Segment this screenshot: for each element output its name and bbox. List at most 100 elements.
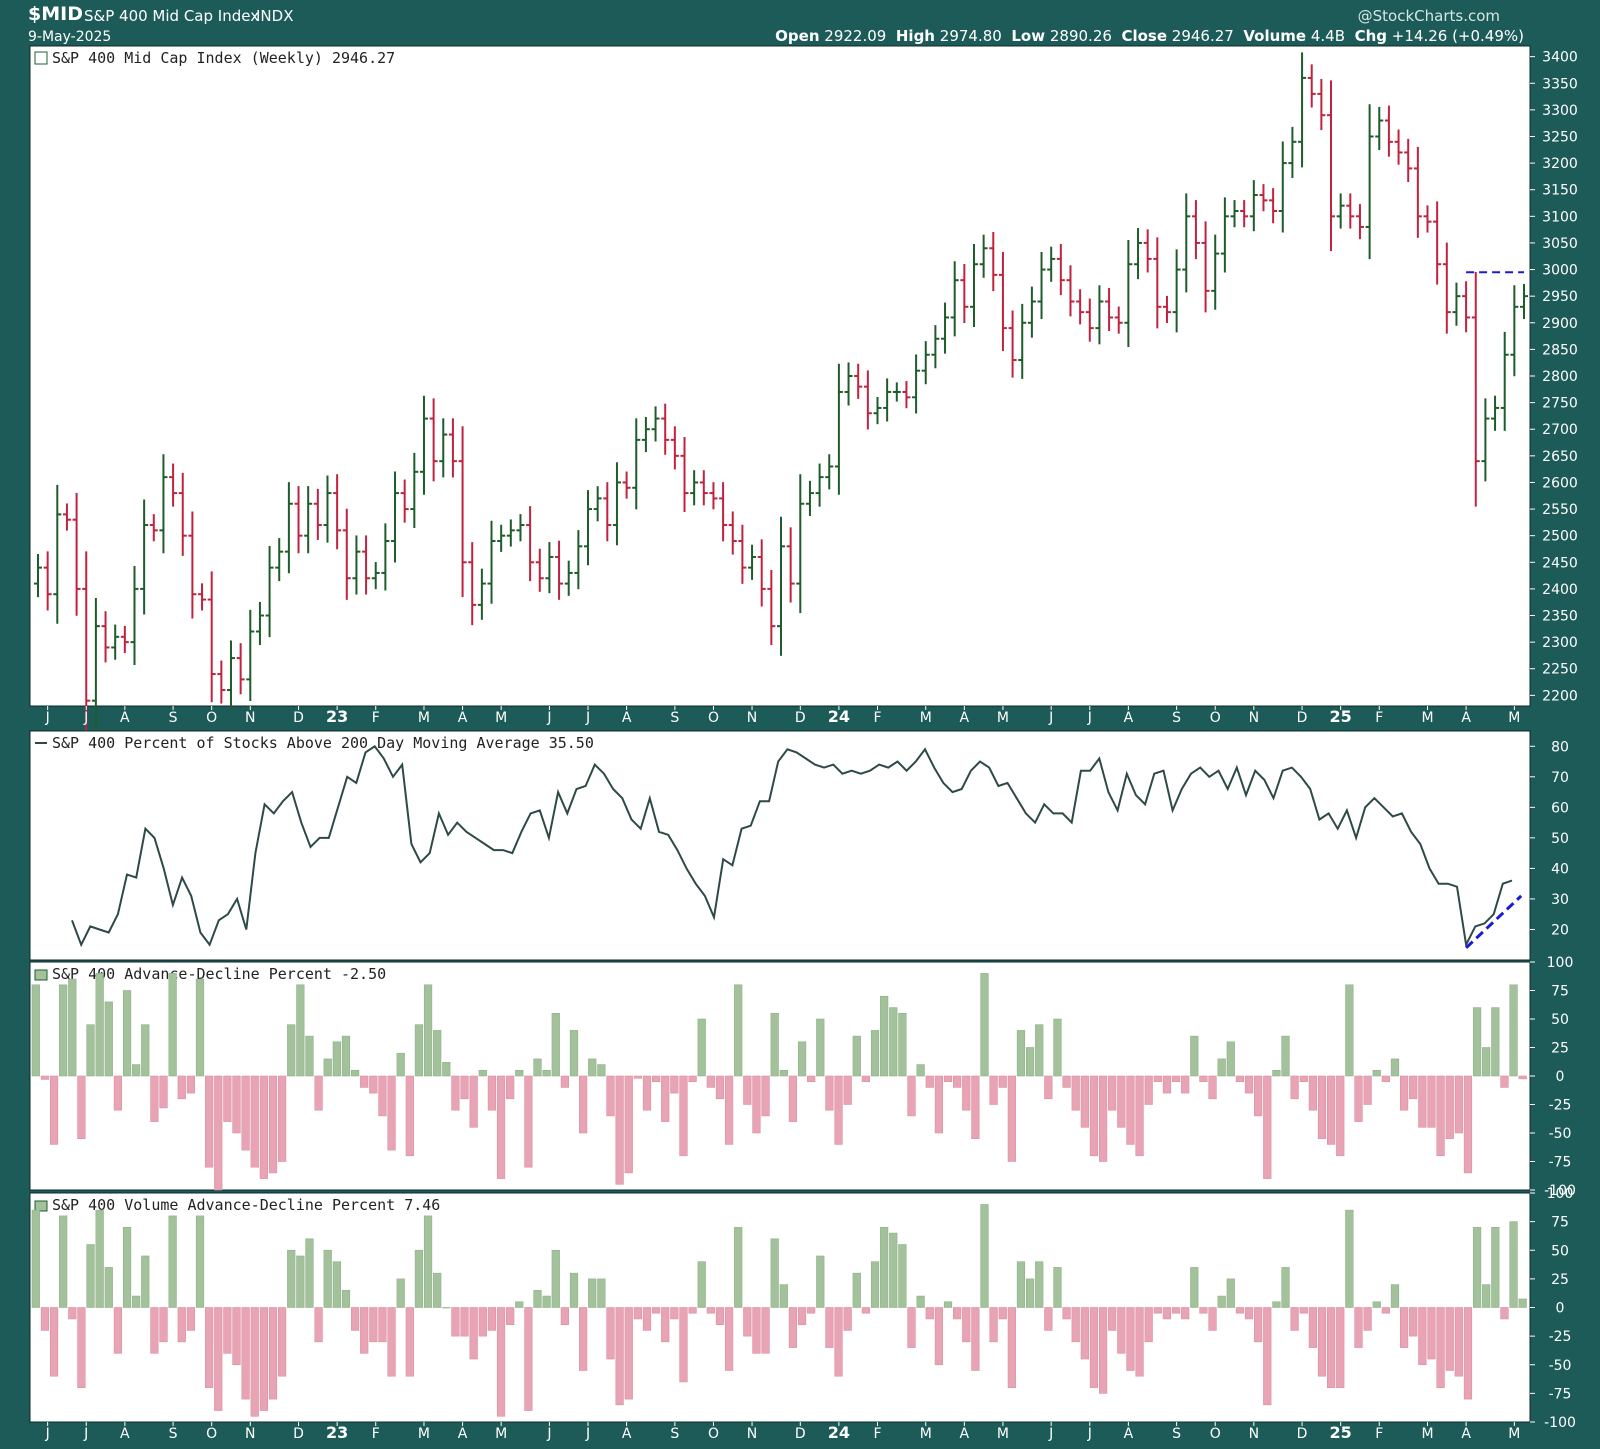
y-tick-label: 2400 [1542, 582, 1578, 598]
y-tick-label: 30 [1551, 892, 1569, 908]
price-bar [352, 535, 361, 595]
price-bar [255, 601, 264, 646]
x-tick-label: J [1048, 1426, 1053, 1442]
ad-bar [1244, 1075, 1254, 1094]
ohlc-readout: Open 2922.09 High 2974.80 Low 2890.26 Cl… [775, 27, 1524, 45]
price-bar [1095, 285, 1104, 345]
ad-bar [104, 1001, 113, 1077]
ad-bar [1399, 1075, 1409, 1111]
price-bar [670, 426, 679, 470]
ad-bar [1098, 1075, 1108, 1162]
ad-bar [907, 1075, 916, 1117]
ad-bar [916, 1064, 925, 1077]
x-tick-label: O [708, 1426, 719, 1442]
ad-bar [1089, 1075, 1099, 1157]
ad-bar [579, 1075, 588, 1134]
ad-bar [989, 1075, 998, 1105]
price-bar [834, 363, 843, 495]
x-tick-label: D [795, 710, 806, 726]
ticker-symbol: $MID [28, 3, 83, 25]
price-bar [883, 378, 892, 422]
ad-bar [360, 1307, 369, 1354]
ad-bar [405, 1075, 414, 1157]
x-tick-label: 23 [326, 1423, 348, 1442]
chart-date: 9-May-2025 [28, 29, 112, 45]
price-bar [1124, 240, 1133, 347]
price-bar [333, 474, 342, 550]
ad-bar [870, 1030, 880, 1077]
price-bar [1134, 228, 1143, 280]
y-tick-label: 3100 [1542, 209, 1578, 225]
ad-bar [205, 1307, 214, 1388]
y-tick-label: 2750 [1542, 396, 1578, 412]
ad-bar [168, 1215, 177, 1308]
ad-bar [241, 1307, 250, 1400]
ad-bar [743, 1075, 752, 1105]
ad-bar [369, 1075, 378, 1094]
x-tick-label: N [245, 1426, 255, 1442]
ad-bar [679, 1307, 688, 1383]
price-bar [950, 261, 959, 337]
price-bar [198, 583, 207, 611]
ad-bar [469, 1075, 478, 1128]
price-bar [719, 482, 728, 542]
ad-bar [1016, 1030, 1026, 1077]
price-bar [304, 486, 313, 554]
ad-bar [350, 1070, 360, 1077]
ad-bar [661, 1307, 670, 1343]
price-bar [371, 562, 380, 590]
ad-bar [1025, 1047, 1035, 1077]
ad-bar [1235, 1075, 1245, 1082]
y-tick-label: -75 [1549, 1386, 1572, 1402]
price-bar [1355, 204, 1364, 240]
ad-bar [1035, 1024, 1044, 1077]
y-tick-label: -75 [1549, 1155, 1572, 1171]
ad-bar [1491, 1227, 1500, 1308]
price-bar [1056, 244, 1065, 296]
y-tick-label: 3250 [1542, 129, 1578, 145]
price-bar [284, 482, 293, 574]
x-tick-label: M [418, 710, 430, 726]
ad-bar [1390, 1284, 1400, 1308]
ad-bar [113, 1307, 123, 1354]
ad-bar [807, 1075, 816, 1082]
ad-bar [706, 1307, 715, 1314]
ad-bar [296, 984, 305, 1077]
x-axis-top: J J A S O N D 23 F M A M J J A S O N D 24 F M A M J J A S O N D 25 F M A M [45, 706, 1520, 726]
price-bar [757, 539, 766, 607]
y-tick-label: -50 [1549, 1358, 1572, 1374]
ad-bar [542, 1295, 551, 1308]
ad-bar [1144, 1075, 1153, 1105]
volume-value: 4.4B [1310, 27, 1346, 45]
price-bar [651, 406, 660, 442]
x-tick-label: D [1297, 710, 1308, 726]
ad-bar [953, 1075, 962, 1088]
ad-bar [150, 1075, 159, 1122]
ad-bar [1235, 1307, 1245, 1314]
ad-bar [68, 1307, 77, 1320]
ad-bar [506, 1307, 515, 1325]
ad-bar [1308, 1307, 1317, 1348]
price-bar [1481, 398, 1490, 482]
ad-bar [314, 1075, 323, 1111]
price-bar [1191, 200, 1200, 260]
y-tick-label: -25 [1549, 1329, 1572, 1345]
price-bar [487, 520, 496, 604]
ad-bar [651, 1307, 661, 1314]
ad-bar [1336, 1307, 1345, 1388]
x-tick-label: 25 [1330, 707, 1352, 726]
ad-bar [405, 1307, 414, 1377]
ad-bar [1327, 1307, 1336, 1388]
ad-bar [1217, 1295, 1226, 1308]
price-bar [748, 544, 757, 580]
ad-bar [770, 1012, 779, 1077]
price-bar [1462, 281, 1471, 333]
x-tick-label: J [83, 710, 88, 726]
ad-bar [889, 1007, 898, 1077]
price-bar [236, 643, 245, 695]
x-tick-label: M [920, 710, 932, 726]
price-bar [1143, 229, 1152, 273]
ad-bar [971, 1075, 980, 1140]
ad-bar [1171, 1307, 1181, 1314]
ad-bar [350, 1307, 360, 1331]
